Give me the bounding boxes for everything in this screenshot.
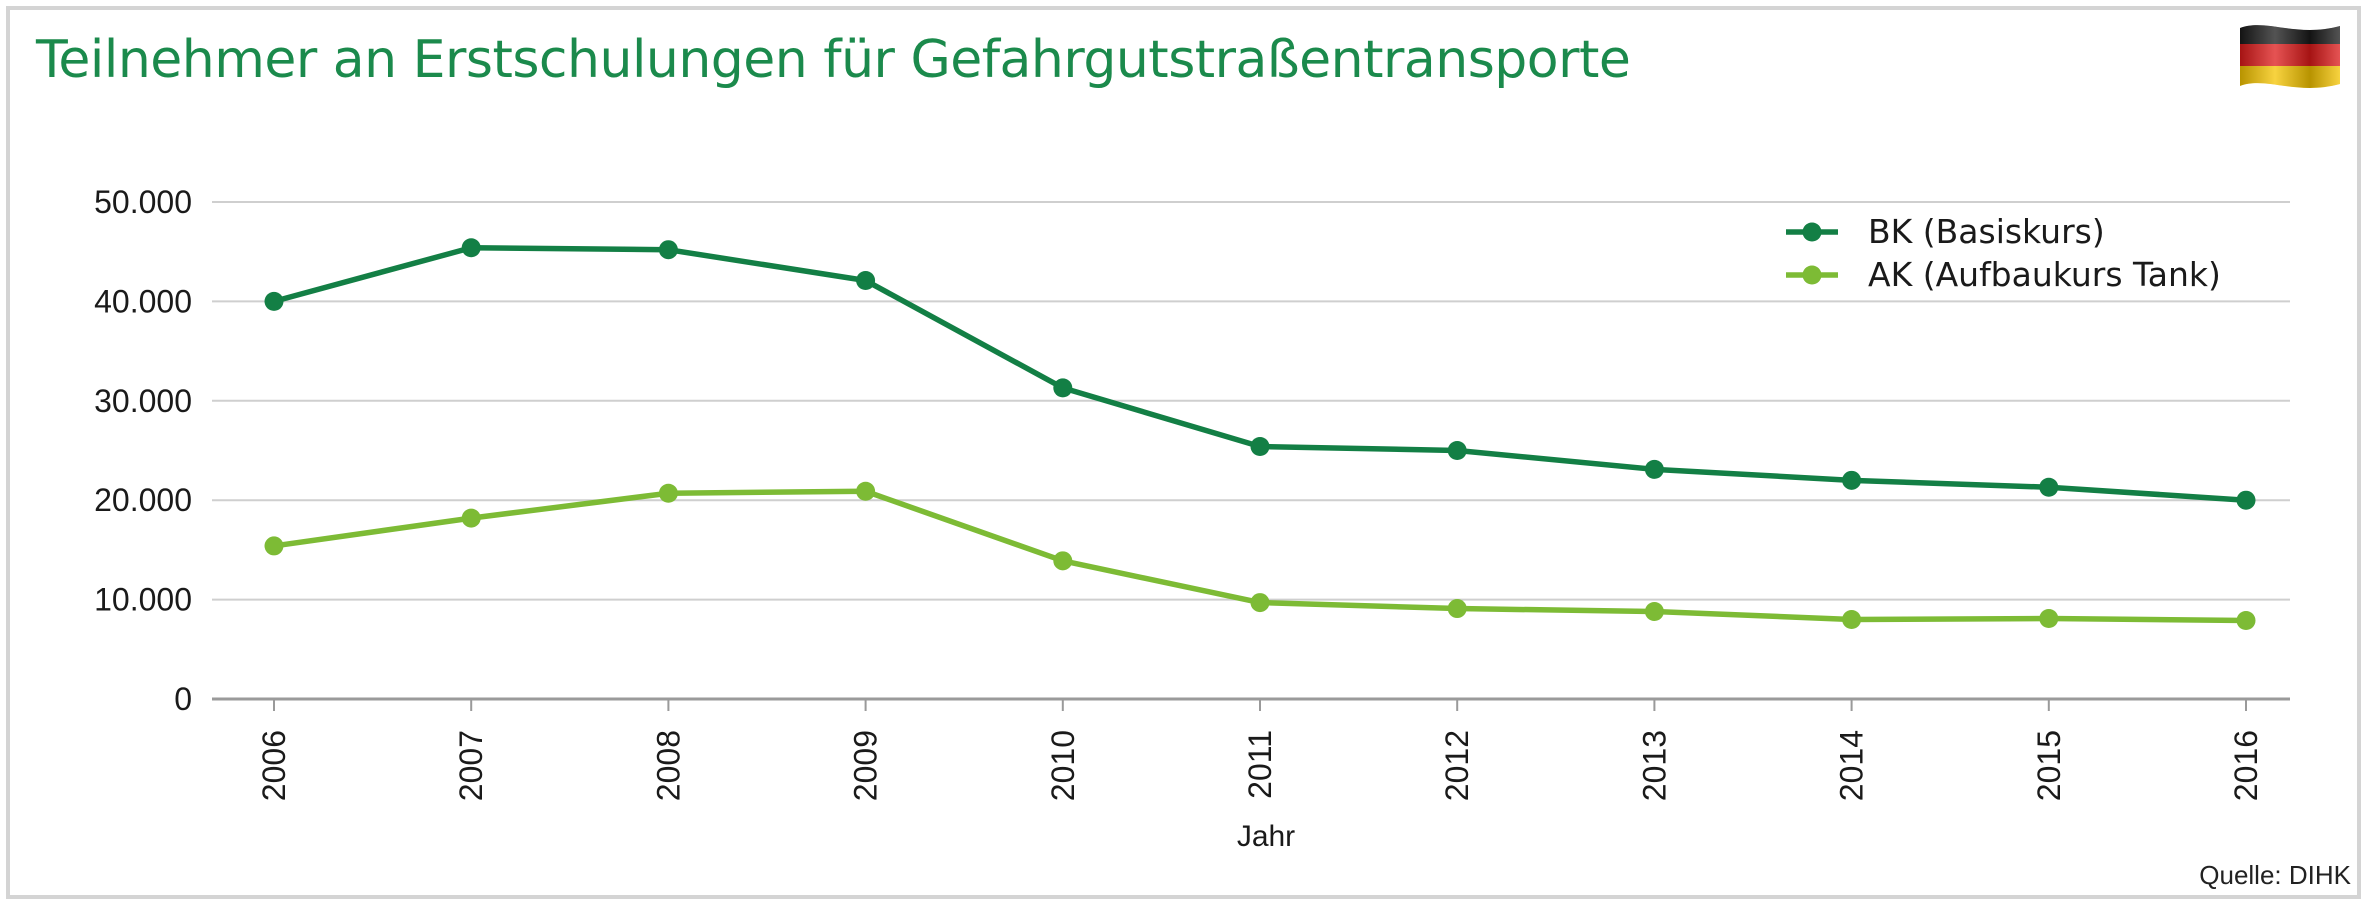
data-point: [1250, 593, 1270, 613]
y-tick-label: 0: [174, 681, 192, 717]
x-tick-label: 2010: [1045, 730, 1081, 801]
data-point: [1644, 602, 1664, 622]
x-tick-label: 2015: [2031, 730, 2067, 801]
legend-marker: [1802, 222, 1822, 242]
data-point: [1053, 551, 1073, 571]
data-point: [2039, 477, 2059, 497]
data-point: [1644, 459, 1664, 479]
legend-marker: [1802, 265, 1822, 285]
source-note: Quelle: DIHK: [2199, 860, 2351, 890]
y-tick-label: 40.000: [94, 283, 192, 319]
grid-lines: [212, 201, 2290, 601]
y-tick-label: 30.000: [94, 383, 192, 419]
x-tick-label: 2006: [256, 730, 292, 801]
data-point: [856, 481, 876, 501]
y-tick-label: 10.000: [94, 582, 192, 618]
x-tick-label: 2012: [1439, 730, 1475, 801]
data-point: [1053, 378, 1073, 398]
data-point: [1842, 470, 1862, 490]
data-point: [658, 240, 678, 260]
data-point: [1447, 441, 1467, 460]
data-point: [264, 536, 284, 556]
x-tick-label: 2009: [848, 730, 884, 801]
series-ak: [264, 481, 2256, 630]
chart-frame: [6, 6, 2361, 899]
chart-title: Teilnehmer an Erstschulungen für Gefahrg…: [36, 30, 1631, 90]
legend: BK (Basiskurs) AK (Aufbaukurs Tank): [1786, 212, 2221, 294]
series-bk: [264, 238, 2256, 510]
data-point: [1250, 437, 1270, 457]
y-tick-label: 50.000: [94, 184, 192, 220]
data-point: [856, 271, 876, 291]
data-point: [1447, 599, 1467, 619]
x-tick-label: 2008: [650, 730, 686, 801]
x-tick-label: 2016: [2228, 730, 2264, 801]
legend-entry: AK (Aufbaukurs Tank): [1786, 255, 2221, 294]
legend-entry: BK (Basiskurs): [1786, 212, 2105, 251]
x-tick-label: 2013: [1636, 730, 1672, 801]
x-tick-label: 2007: [453, 730, 489, 801]
germany-flag-icon: [2240, 25, 2340, 88]
x-axis-label: Jahr: [1237, 820, 1295, 853]
data-point: [461, 238, 481, 258]
data-point: [461, 508, 481, 528]
axes: 0 10.000 20.000 30.000 40.000 50.000 2006 2007 2…: [94, 184, 2290, 801]
y-tick-label: 20.000: [94, 482, 192, 518]
series: [264, 238, 2256, 630]
data-point: [2236, 610, 2256, 630]
data-point: [1842, 609, 1862, 629]
x-tick-label: 2014: [1834, 730, 1870, 801]
data-point: [2236, 490, 2256, 510]
data-point: [264, 291, 284, 311]
data-point: [658, 483, 678, 503]
data-point: [2039, 608, 2059, 628]
legend-label: BK (Basiskurs): [1868, 212, 2105, 251]
legend-label: AK (Aufbaukurs Tank): [1868, 255, 2221, 294]
x-tick-label: 2011: [1242, 730, 1278, 799]
